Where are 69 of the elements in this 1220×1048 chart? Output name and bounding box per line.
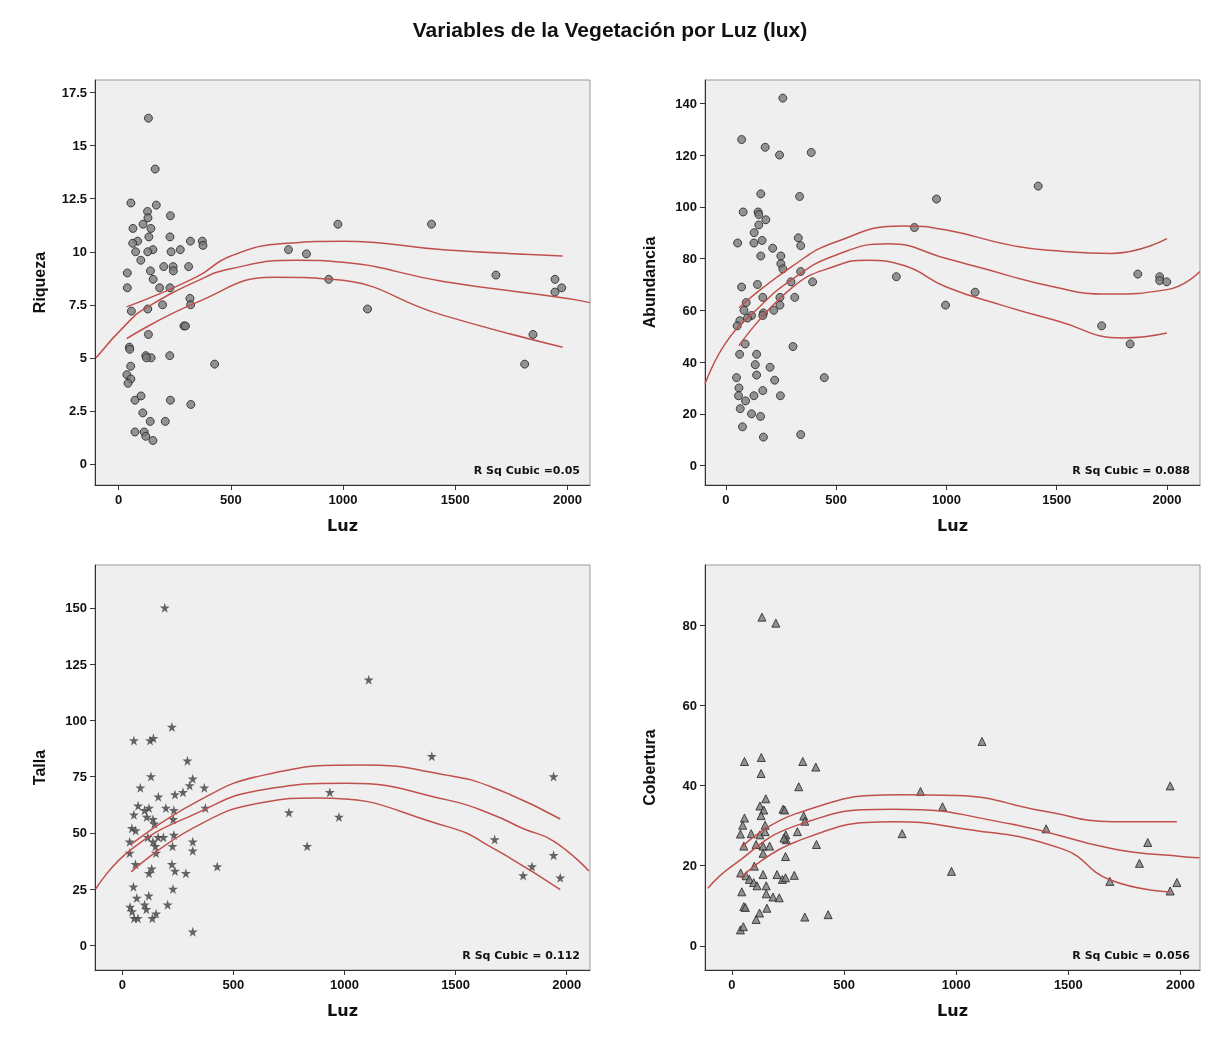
x-axis-title: Luz [937, 1000, 968, 1020]
x-tick-label: 0 [728, 977, 736, 992]
x-tick-label: 500 [833, 977, 855, 992]
x-axis-title: Luz [327, 515, 358, 535]
y-tick-label: 60 [682, 697, 697, 713]
x-tick-label: 2000 [1152, 492, 1182, 507]
y-tick-label: 12.5 [61, 191, 87, 207]
x-tick-label: 1500 [1042, 492, 1072, 507]
x-tick-label: 0 [118, 977, 126, 992]
x-tick-label: 2000 [553, 492, 583, 507]
x-tick-label: 500 [222, 977, 245, 992]
y-tick-label: 0 [689, 938, 697, 954]
x-tick-label: 0 [722, 492, 730, 507]
y-tick-label: 40 [682, 354, 697, 370]
line-series [95, 259, 591, 359]
y-tick-label: 10 [72, 244, 87, 260]
y-tick-label: 7.5 [68, 297, 87, 313]
y-tick-label: 0 [79, 937, 87, 953]
y-axis-title: Talla [30, 749, 48, 786]
x-tick-label: 1500 [440, 492, 470, 507]
y-tick-label: 80 [682, 251, 697, 267]
annotation: R Sq Cubic = 0.056 [1072, 949, 1191, 962]
y-tick-label: 40 [682, 778, 697, 794]
chart-title: Variables de la Vegetación por Luz (lux) [411, 17, 809, 43]
y-tick-label: 0 [689, 458, 697, 474]
y-tick-label: 20 [682, 406, 697, 422]
y-tick-label: 80 [682, 617, 697, 633]
x-tick-label: 1000 [931, 492, 961, 507]
x-tick-label: 1000 [941, 977, 971, 992]
y-tick-label: 75 [72, 769, 87, 784]
y-tick-label: 100 [675, 199, 697, 215]
line-series [740, 794, 1178, 849]
line-series [738, 259, 1168, 347]
y-tick-label: 17.5 [61, 85, 87, 101]
annotation: R Sq Cubic =0.05 [473, 464, 581, 477]
y-axis-title: Cobertura [640, 729, 658, 806]
y-tick-label: 125 [65, 656, 87, 672]
y-axis-title: Abundancia [640, 236, 658, 329]
line-series [130, 797, 561, 891]
y-tick-label: 60 [682, 302, 697, 318]
x-tick-label: 1500 [441, 977, 471, 992]
y-tick-label: 100 [65, 712, 87, 728]
x-tick-label: 2000 [552, 977, 582, 992]
x-tick-label: 500 [825, 492, 848, 507]
x-tick-label: 500 [219, 492, 242, 507]
y-tick-label: 50 [72, 825, 87, 841]
line-series [94, 782, 590, 890]
line-series [707, 808, 1201, 889]
y-tick-label: 2.5 [68, 403, 87, 419]
y-tick-label: 0 [79, 456, 87, 472]
y-tick-label: 150 [65, 600, 87, 616]
x-axis-title: Luz [937, 515, 968, 535]
line-series [125, 276, 564, 348]
annotation: R Sq Cubic = 0.088 [1072, 464, 1191, 477]
y-tick-label: 15 [72, 138, 87, 154]
y-tick-label: 20 [682, 858, 697, 874]
x-tick-label: 0 [114, 492, 123, 507]
x-tick-label: 1000 [328, 492, 358, 507]
y-axis-title: Riqueza [30, 251, 48, 314]
y-tick-label: 25 [72, 881, 87, 897]
x-axis-title: Luz [327, 1000, 358, 1020]
y-tick-label: 120 [675, 147, 697, 163]
x-tick-label: 2000 [1166, 977, 1195, 992]
annotation: R Sq Cubic = 0.112 [462, 949, 581, 962]
x-tick-label: 1500 [1053, 977, 1083, 992]
y-tick-label: 140 [675, 95, 697, 111]
x-tick-label: 1000 [330, 977, 359, 992]
y-tick-label: 5 [79, 350, 87, 366]
line-series [704, 243, 1201, 385]
